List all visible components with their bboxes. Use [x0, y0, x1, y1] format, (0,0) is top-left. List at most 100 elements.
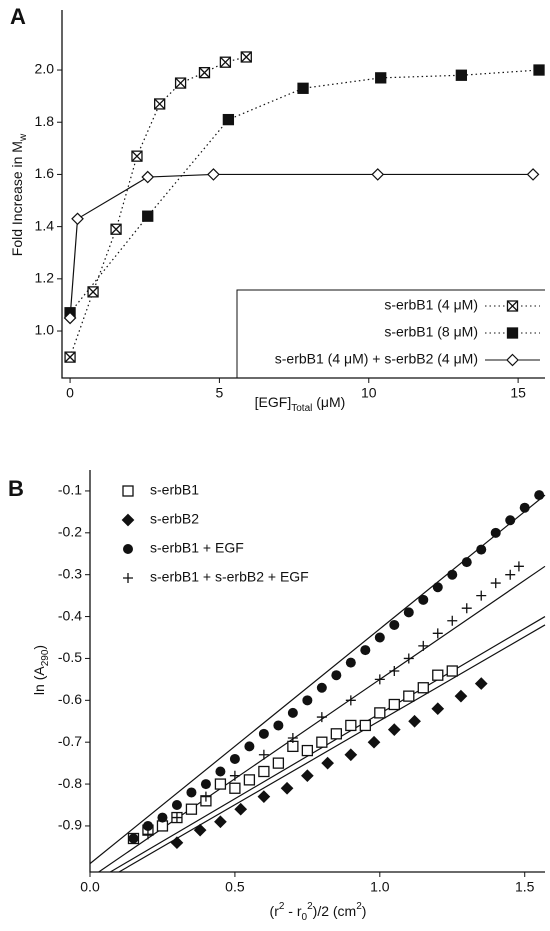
marker: [229, 753, 240, 764]
marker-shape: [131, 150, 143, 162]
marker: [513, 561, 524, 572]
y-tick-label: -0.7: [58, 733, 82, 749]
marker-shape: [345, 695, 356, 706]
marker: [418, 640, 429, 651]
marker-shape: [316, 736, 328, 748]
marker-shape: [506, 327, 519, 339]
marker: [141, 170, 155, 184]
y-tick-label: 1.8: [35, 113, 55, 129]
marker: [526, 168, 540, 181]
marker: [454, 689, 468, 703]
marker: [359, 719, 371, 732]
marker-shape: [141, 170, 155, 184]
y-tick-label: 1.6: [35, 165, 55, 181]
axis-label-part: 2: [307, 901, 313, 912]
axis-label-part: ): [362, 903, 367, 919]
marker-shape: [505, 569, 516, 580]
x-tick-label: 1.0: [370, 879, 390, 895]
marker: [123, 544, 133, 554]
axis-label: ln (A290): [31, 645, 51, 695]
marker-shape: [519, 502, 530, 513]
marker-shape: [408, 714, 421, 728]
marker: [171, 800, 182, 810]
marker-shape: [193, 823, 207, 837]
marker: [243, 774, 256, 786]
marker-shape: [171, 800, 182, 810]
marker-shape: [287, 707, 298, 718]
marker-shape: [461, 603, 472, 614]
axes: [89, 470, 545, 873]
legend-box: [236, 289, 545, 378]
marker: [71, 212, 84, 226]
marker-shape: [229, 753, 240, 764]
marker: [408, 714, 421, 728]
marker-shape: [447, 569, 458, 580]
marker-shape: [200, 779, 211, 790]
marker: [455, 69, 468, 81]
marker: [110, 223, 122, 235]
marker: [387, 723, 401, 736]
marker-shape: [222, 113, 235, 126]
marker: [418, 594, 429, 605]
marker-shape: [171, 812, 182, 823]
legend-label: s-erbB1 (4 μM): [384, 297, 478, 313]
marker: [302, 695, 313, 706]
marker-shape: [128, 833, 139, 844]
marker: [122, 485, 134, 497]
marker-shape: [63, 311, 77, 325]
marker-shape: [302, 695, 313, 706]
marker-shape: [215, 766, 226, 777]
marker-shape: [121, 513, 135, 527]
marker-shape: [533, 64, 545, 76]
axes: [61, 10, 545, 379]
axis-label: (r2 - r02)/2 (cm2): [270, 901, 367, 923]
marker-shape: [374, 632, 385, 643]
marker: [476, 590, 487, 601]
marker: [214, 778, 227, 790]
axis-label-part: (r: [270, 903, 280, 919]
marker-shape: [185, 803, 198, 815]
marker: [447, 569, 458, 580]
marker-shape: [142, 820, 153, 831]
marker: [297, 82, 309, 94]
marker-shape: [506, 353, 519, 367]
axis-label-part: ): [31, 645, 47, 650]
marker: [121, 513, 135, 527]
marker-shape: [418, 594, 429, 605]
marker: [154, 98, 166, 110]
marker: [215, 766, 226, 777]
axis-label-part: )/2 (cm: [313, 903, 357, 919]
axis-label: Fold Increase in Mw: [9, 133, 29, 256]
marker: [389, 666, 400, 676]
marker-shape: [301, 744, 314, 757]
marker: [506, 300, 519, 312]
marker: [174, 77, 187, 89]
marker-shape: [272, 757, 285, 769]
marker-shape: [229, 782, 241, 794]
marker-shape: [359, 719, 371, 732]
marker: [214, 815, 227, 829]
marker-shape: [490, 578, 501, 589]
marker-shape: [513, 561, 524, 572]
marker-shape: [374, 707, 386, 719]
marker-shape: [432, 582, 443, 593]
marker: [87, 286, 99, 298]
marker: [533, 64, 545, 76]
marker: [316, 736, 328, 748]
marker: [476, 544, 487, 555]
marker-shape: [526, 168, 540, 181]
marker-shape: [122, 485, 134, 497]
marker-shape: [321, 756, 334, 770]
marker-shape: [455, 69, 468, 81]
series-line: [69, 69, 540, 314]
marker: [403, 607, 414, 618]
marker-shape: [214, 815, 227, 829]
y-tick-label: 1.2: [35, 270, 55, 286]
marker: [240, 51, 252, 63]
marker-shape: [316, 682, 327, 693]
marker-shape: [175, 77, 187, 89]
marker-shape: [476, 590, 487, 601]
marker: [229, 770, 240, 781]
marker-shape: [273, 720, 284, 731]
y-tick-label: -0.9: [58, 817, 82, 833]
